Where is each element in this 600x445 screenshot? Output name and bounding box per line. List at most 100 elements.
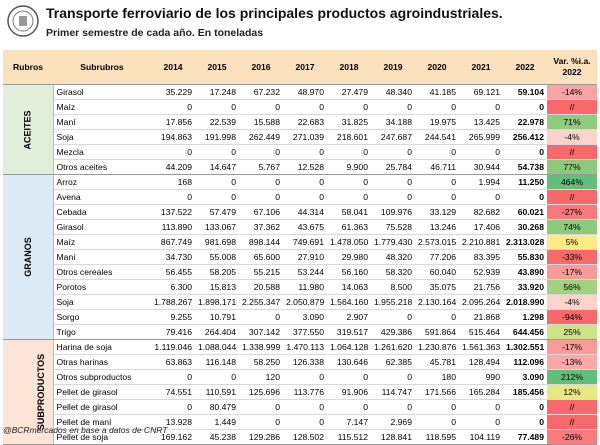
cell: 125.696 (239, 384, 283, 400)
cell: 41.185 (415, 84, 459, 100)
cell: 34.188 (371, 114, 415, 130)
cell: 194.863 (151, 129, 195, 145)
cell: 120 (239, 369, 283, 385)
cell: 990 (459, 369, 503, 385)
cell: 20.588 (239, 279, 283, 295)
cell: 0 (415, 174, 459, 190)
cell: 67.232 (239, 84, 283, 100)
cell: 1.302.551 (503, 339, 547, 355)
cell: 0 (327, 369, 371, 385)
cell: 55.830 (503, 249, 547, 265)
cell: 104.119 (459, 429, 503, 445)
cell: 0 (195, 189, 239, 205)
row-label: Maní (53, 114, 151, 130)
cell: 3.090 (503, 369, 547, 385)
var-cell: -13% (547, 354, 597, 370)
row-label: Trigo (53, 324, 151, 340)
cell: 13.425 (459, 114, 503, 130)
cell: 54.738 (503, 159, 547, 175)
cell: 2.210.881 (459, 234, 503, 250)
row: Avena 0 0 0 0 0 0 0 0 0// (3, 189, 597, 205)
cell: 981.698 (195, 234, 239, 250)
row: Pellet de girasol 0 80.479 0 0 0 0 0 0 0// (3, 399, 597, 415)
var-cell: -33% (547, 249, 597, 265)
row-label: Avena (53, 189, 151, 205)
cell: 0 (195, 99, 239, 115)
cell: 25.784 (371, 159, 415, 175)
cell: 0 (283, 189, 327, 205)
cell: 0 (415, 309, 459, 325)
var-cell: 74% (547, 219, 597, 235)
var-cell: 5% (547, 234, 597, 250)
cell: 112.096 (503, 354, 547, 370)
cell: 0 (239, 414, 283, 430)
cell: 0 (327, 399, 371, 415)
cell: 48.340 (371, 84, 415, 100)
row: Maní 34.730 55.008 65.600 27.910 29.980 48.320… (3, 249, 597, 265)
cell: 429.386 (371, 324, 415, 340)
logo (7, 5, 39, 37)
cell: 77.489 (503, 429, 547, 445)
cell: 80.479 (195, 399, 239, 415)
cell: 83.395 (459, 249, 503, 265)
row: Soja 194.863 191.998 262.449 271.039 218.601 2… (3, 129, 597, 145)
row-label: Otros cereales (53, 264, 151, 280)
cell: 0 (283, 144, 327, 160)
cell: 22.978 (503, 114, 547, 130)
cell: 2.255.347 (239, 294, 283, 310)
cell: 0 (283, 414, 327, 430)
cell: 0 (503, 99, 547, 115)
group-label: GRANOS (22, 237, 33, 277)
cell: 0 (459, 99, 503, 115)
cell: 898.144 (239, 234, 283, 250)
cell: 1.230.876 (415, 339, 459, 355)
row: Otros aceites 44.209 14.647 5.767 12.528 9.90… (3, 159, 597, 175)
row-label: Sorgo (53, 309, 151, 325)
cell: 74.551 (151, 384, 195, 400)
cell: 0 (327, 144, 371, 160)
cell: 2.095.264 (459, 294, 503, 310)
cell: 137.522 (151, 204, 195, 220)
cell: 0 (195, 369, 239, 385)
cell: 2.130.164 (415, 294, 459, 310)
cell: 1.564.160 (327, 294, 371, 310)
cell: 60.040 (415, 264, 459, 280)
row-label: Otros aceites (53, 159, 151, 175)
cell: 15.588 (239, 114, 283, 130)
row: Otros subproductos 0 0 120 0 0 0 180 990 3.090 212… (3, 369, 597, 385)
cell: 0 (283, 99, 327, 115)
group-cell: SUBPRODUCTOS (3, 339, 54, 445)
cell: 128.502 (283, 429, 327, 445)
cell: 749.691 (283, 234, 327, 250)
source: @BCRmercados en base a datos de CNRT (3, 425, 168, 435)
cell: 0 (151, 369, 195, 385)
group-label: ACEITES (22, 109, 33, 150)
cell: 13.246 (415, 219, 459, 235)
row: Maíz 867.749 981.698 898.144 749.691 1.478.05… (3, 234, 597, 250)
row-label: Pellet de girasol (53, 399, 151, 415)
cell: 1.338.999 (239, 339, 283, 355)
cell: 55.008 (195, 249, 239, 265)
cell: 0 (459, 144, 503, 160)
cell: 126.338 (283, 354, 327, 370)
cell: 0 (371, 99, 415, 115)
var-cell: // (547, 414, 597, 430)
row-label: Girasol (53, 84, 151, 100)
cell: 0 (371, 369, 415, 385)
cell: 21.868 (459, 309, 503, 325)
column-header: 2014 (151, 50, 195, 85)
cell: 247.687 (371, 129, 415, 145)
var-cell: 71% (547, 114, 597, 130)
cell: 0 (239, 399, 283, 415)
cell: 9.900 (327, 159, 371, 175)
row: Girasol 113.890 133.067 37.362 43.675 61.363 7… (3, 219, 597, 235)
cell: 48.970 (283, 84, 327, 100)
cell: 0 (459, 414, 503, 430)
cell: 9.255 (151, 309, 195, 325)
var-cell: -4% (547, 129, 597, 145)
var-cell: // (547, 99, 597, 115)
cell: 1.561.363 (459, 339, 503, 355)
cell: 52.939 (459, 264, 503, 280)
cell: 5.767 (239, 159, 283, 175)
cell: 11.980 (283, 279, 327, 295)
